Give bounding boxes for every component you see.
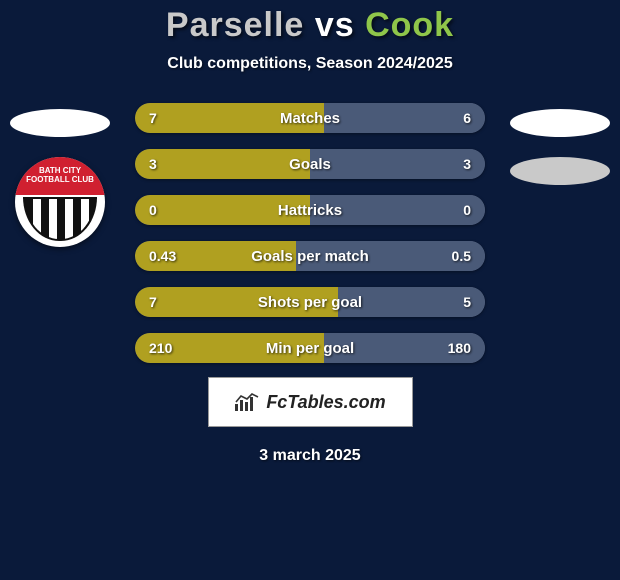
player-silhouette-right (510, 109, 610, 137)
stat-bar: 76Matches (135, 103, 485, 133)
brand-text: FcTables.com (266, 392, 385, 413)
stat-bar: 210180Min per goal (135, 333, 485, 363)
subtitle: Club competitions, Season 2024/2025 (0, 55, 620, 73)
comparison-card: Parselle vs Cook Club competitions, Seas… (0, 0, 620, 465)
bar-label: Goals (135, 149, 485, 179)
date-label: 3 march 2025 (0, 447, 620, 465)
main-row: BATH CITY FOOTBALL CLUB 76Matches 33Goals… (0, 103, 620, 363)
club-badge-left: BATH CITY FOOTBALL CLUB (15, 157, 105, 247)
brand-link[interactable]: FcTables.com (208, 377, 413, 427)
club-badge-right-placeholder (510, 157, 610, 185)
bar-label: Min per goal (135, 333, 485, 363)
stat-bar: 75Shots per goal (135, 287, 485, 317)
stat-bar: 0.430.5Goals per match (135, 241, 485, 271)
left-column: BATH CITY FOOTBALL CLUB (5, 103, 115, 247)
player-silhouette-left (10, 109, 110, 137)
brand-chart-icon (234, 392, 260, 412)
right-column (505, 103, 615, 185)
stat-bar: 00Hattricks (135, 195, 485, 225)
bar-label: Hattricks (135, 195, 485, 225)
title-vs: vs (315, 6, 355, 44)
bar-label: Shots per goal (135, 287, 485, 317)
stat-bar: 33Goals (135, 149, 485, 179)
bar-label: Goals per match (135, 241, 485, 271)
club-badge-name: BATH CITY FOOTBALL CLUB (15, 157, 105, 195)
title-player-right: Cook (365, 6, 454, 44)
page-title: Parselle vs Cook (0, 6, 620, 45)
stats-bars: 76Matches 33Goals 00Hattricks 0.430.5Goals … (135, 103, 485, 363)
title-player-left: Parselle (166, 6, 304, 44)
club-badge-stripes (23, 197, 97, 241)
bar-label: Matches (135, 103, 485, 133)
